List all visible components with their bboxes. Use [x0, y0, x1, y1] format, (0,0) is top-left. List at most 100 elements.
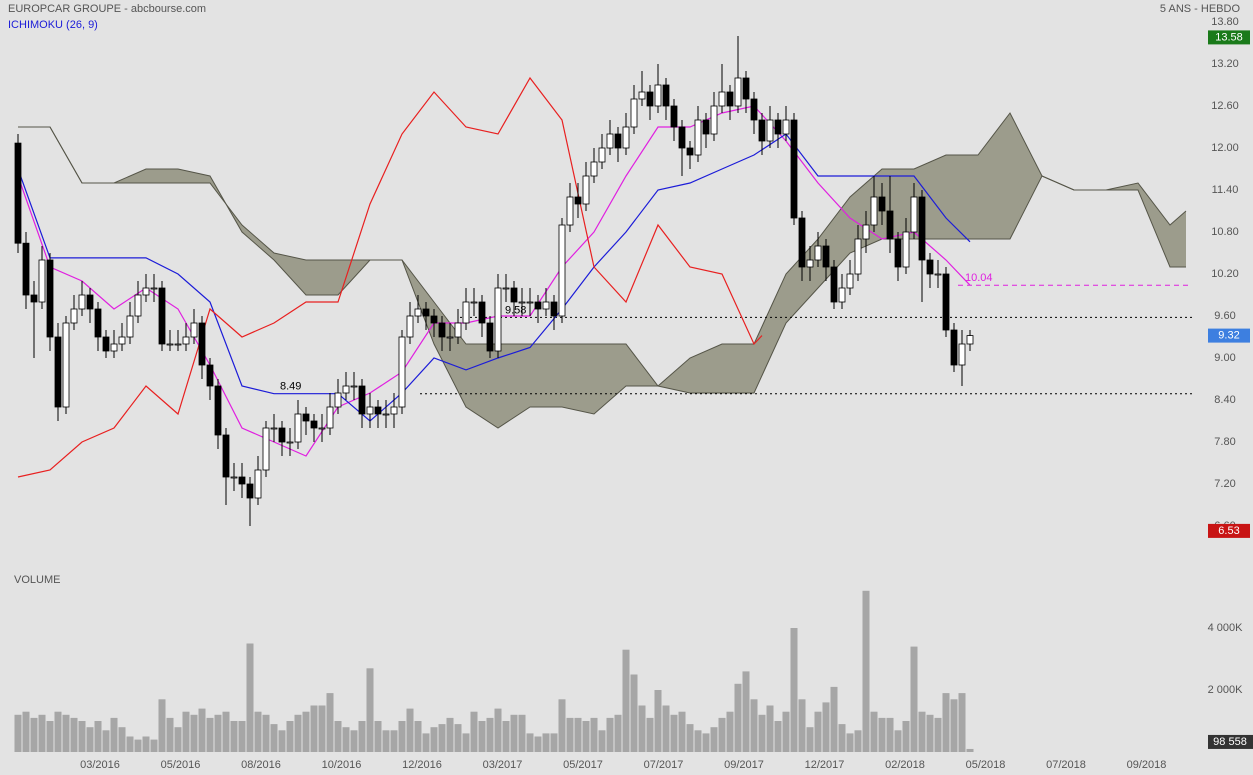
volume-bar	[862, 590, 870, 752]
candle-body	[358, 385, 366, 415]
level-label: 9.58	[505, 304, 526, 316]
volume-bar	[158, 699, 166, 752]
candle-body	[566, 196, 574, 226]
candle-body	[350, 385, 358, 388]
volume-bar	[342, 727, 350, 752]
y-tick-label: 8.40	[1214, 394, 1235, 406]
y-tick-label: 12.60	[1211, 100, 1239, 112]
volume-bar	[414, 721, 422, 752]
y-tick-label: 9.60	[1214, 310, 1235, 322]
volume-tick-label: 2 000K	[1208, 684, 1244, 696]
volume-bar	[886, 717, 894, 752]
volume-bar	[438, 724, 446, 752]
volume-bar	[54, 711, 62, 752]
volume-bar	[774, 721, 782, 752]
volume-bar	[150, 739, 158, 752]
candle-body	[310, 420, 318, 429]
volume-bar	[822, 702, 830, 752]
candle-body	[806, 259, 814, 268]
candle-body	[494, 287, 502, 352]
volume-bar	[950, 699, 958, 752]
candle-body	[886, 210, 894, 240]
volume-bar	[646, 717, 654, 752]
candle-body	[86, 294, 94, 310]
x-tick-label: 07/2017	[644, 759, 684, 771]
volume-marker-label: 98 558	[1213, 736, 1247, 748]
x-tick-label: 05/2018	[966, 759, 1006, 771]
candle-body	[582, 175, 590, 205]
x-tick-label: 12/2017	[805, 759, 845, 771]
volume-bar	[270, 724, 278, 752]
volume-bar	[654, 690, 662, 752]
volume-bar	[734, 683, 742, 752]
candle-body	[422, 308, 430, 317]
candle-body	[150, 287, 158, 290]
candle-body	[894, 238, 902, 268]
candle-body	[278, 427, 286, 443]
candle-body	[878, 196, 886, 212]
candle-body	[198, 322, 206, 366]
candle-body	[918, 196, 926, 261]
volume-bar	[790, 628, 798, 752]
volume-bar	[166, 717, 174, 752]
x-tick-label: 07/2018	[1046, 759, 1086, 771]
volume-bar	[702, 733, 710, 752]
period-label: 5 ANS - HEBDO	[1160, 3, 1241, 15]
candle-body	[118, 336, 126, 345]
volume-bar	[726, 711, 734, 752]
candle-body	[438, 322, 446, 338]
volume-bar	[854, 730, 862, 752]
y-tick-label: 9.00	[1214, 352, 1235, 364]
candle-body	[838, 287, 846, 303]
candle-body	[526, 301, 534, 304]
volume-bar	[462, 733, 470, 752]
candle-body	[182, 336, 190, 345]
candle-body	[46, 259, 54, 338]
volume-bar	[318, 705, 326, 752]
x-tick-label: 02/2018	[885, 759, 925, 771]
level-label: 8.49	[280, 381, 301, 393]
volume-bar	[622, 649, 630, 752]
candle-body	[390, 406, 398, 415]
volume-bar	[942, 693, 950, 752]
candle-body	[158, 287, 166, 345]
volume-bar	[846, 733, 854, 752]
candle-body	[30, 294, 38, 303]
volume-tick-label: 4 000K	[1208, 622, 1244, 634]
candle-body	[702, 119, 710, 135]
candle-body	[214, 385, 222, 436]
candle-body	[550, 301, 558, 317]
candle-body	[822, 245, 830, 268]
price-marker-box	[1208, 328, 1250, 343]
volume-bar	[78, 721, 86, 752]
volume-bar	[614, 714, 622, 752]
senkou-b	[18, 126, 1186, 394]
candle-body	[814, 245, 822, 261]
volume-bar	[142, 736, 150, 752]
volume-bar	[326, 693, 334, 752]
y-tick-label: 7.20	[1214, 478, 1235, 490]
volume-bar	[294, 714, 302, 752]
y-tick-label: 7.80	[1214, 436, 1235, 448]
volume-bar	[534, 736, 542, 752]
volume-bar	[630, 674, 638, 752]
candle-body	[342, 385, 350, 394]
candle-body	[326, 406, 334, 429]
volume-bar	[22, 711, 30, 752]
volume-bar	[638, 705, 646, 752]
candle-body	[758, 119, 766, 142]
candle-body	[654, 84, 662, 107]
candle-body	[950, 329, 958, 366]
volume-bar	[470, 711, 478, 752]
candle-body	[406, 315, 414, 338]
y-tick-label: 13.80	[1211, 16, 1239, 28]
volume-bar	[502, 721, 510, 752]
candle-body	[478, 301, 486, 324]
x-tick-label: 03/2016	[80, 759, 120, 771]
price-marker-box	[1208, 30, 1250, 45]
candle-body	[774, 119, 782, 135]
x-tick-label: 05/2017	[563, 759, 603, 771]
volume-bar	[238, 721, 246, 752]
x-tick-label: 10/2016	[322, 759, 362, 771]
